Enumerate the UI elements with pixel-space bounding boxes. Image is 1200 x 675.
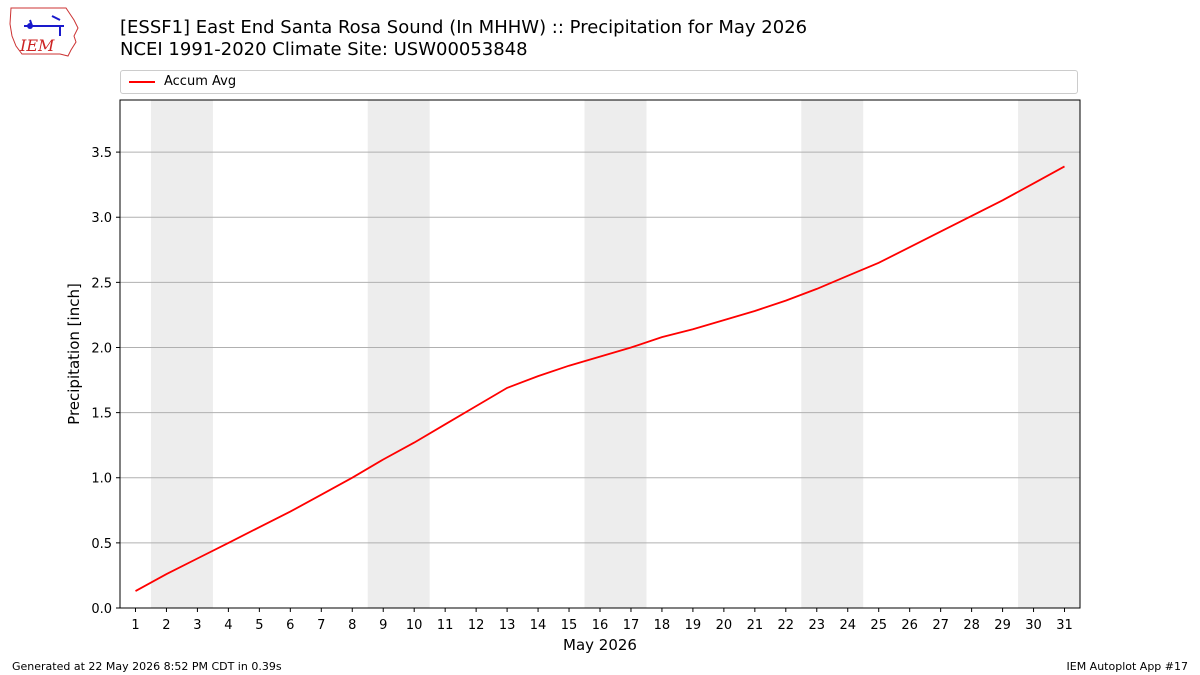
- y-tick-label: 3.0: [91, 211, 112, 226]
- footer-generated: Generated at 22 May 2026 8:52 PM CDT in …: [12, 660, 282, 673]
- x-tick-label: 7: [317, 618, 325, 633]
- y-tick-label: 1.0: [91, 472, 112, 487]
- x-tick-label: 24: [839, 618, 856, 633]
- x-tick-label: 3: [193, 618, 201, 633]
- y-tick-label: 0.5: [91, 537, 112, 552]
- x-tick-label: 17: [623, 618, 640, 633]
- x-tick-label: 12: [468, 618, 485, 633]
- x-tick-label: 15: [561, 618, 578, 633]
- x-tick-label: 23: [809, 618, 826, 633]
- footer-app: IEM Autoplot App #17: [1066, 660, 1189, 673]
- chart-title-line2: NCEI 1991-2020 Climate Site: USW00053848: [120, 39, 528, 60]
- x-tick-label: 25: [870, 618, 887, 633]
- chart-legend: Accum Avg: [120, 70, 1078, 94]
- weekend-band: [1018, 100, 1080, 608]
- series-line-accum-avg: [135, 165, 1065, 592]
- x-tick-label: 1: [131, 618, 139, 633]
- x-tick-label: 21: [747, 618, 764, 633]
- x-tick-label: 8: [348, 618, 356, 633]
- weekend-band: [367, 100, 430, 608]
- x-axis-label: May 2026: [563, 636, 637, 654]
- x-tick-label: 31: [1056, 618, 1073, 633]
- legend-label: Accum Avg: [164, 74, 237, 89]
- x-tick-label: 11: [437, 618, 454, 633]
- y-tick-label: 2.5: [91, 276, 112, 291]
- y-tick-label: 3.5: [91, 146, 112, 161]
- y-tick-label: 1.5: [91, 407, 112, 422]
- x-tick-label: 18: [654, 618, 671, 633]
- x-tick-label: 13: [499, 618, 516, 633]
- weekend-band: [584, 100, 647, 608]
- y-tick-label: 2.0: [91, 341, 112, 356]
- x-tick-label: 5: [255, 618, 263, 633]
- x-tick-label: 10: [406, 618, 423, 633]
- x-tick-label: 29: [994, 618, 1011, 633]
- chart-title-line1: [ESSF1] East End Santa Rosa Sound (In MH…: [120, 17, 808, 38]
- logo-text: IEM: [19, 36, 55, 55]
- y-axis: 0.0 0.5 1.0 1.5 2.0 2.5 3.0 3.5: [91, 146, 120, 617]
- x-tick-label: 19: [685, 618, 702, 633]
- x-tick-label: 2: [162, 618, 170, 633]
- y-tick-label: 0.0: [91, 602, 112, 617]
- x-tick-label: 14: [530, 618, 547, 633]
- iowa-outline-icon: [9, 7, 79, 57]
- weekend-band: [150, 100, 213, 608]
- x-tick-label: 30: [1025, 618, 1042, 633]
- x-tick-label: 4: [224, 618, 232, 633]
- x-tick-label: 22: [778, 618, 795, 633]
- x-tick-label: 9: [379, 618, 387, 633]
- weekend-band: [801, 100, 864, 608]
- x-tick-label: 6: [286, 618, 294, 633]
- weather-symbol-icon: [24, 15, 64, 36]
- x-tick-label: 26: [901, 618, 918, 633]
- y-axis-label: Precipitation [inch]: [65, 283, 83, 425]
- x-tick-label: 20: [716, 618, 733, 633]
- x-tick-label: 16: [592, 618, 609, 633]
- iem-logo: IEM: [9, 7, 79, 57]
- x-tick-label: 27: [932, 618, 949, 633]
- chart-title: [ESSF1] East End Santa Rosa Sound (In MH…: [120, 17, 807, 61]
- x-tick-label: 28: [963, 618, 980, 633]
- legend-line-swatch: [129, 81, 155, 83]
- x-axis: 1 2 3 4 5 6 7 8 9 10 11 12 13 14 15 16 17 18 19 20 21 22 23 24 2…: [131, 608, 1073, 633]
- weekend-bands: [150, 100, 1080, 608]
